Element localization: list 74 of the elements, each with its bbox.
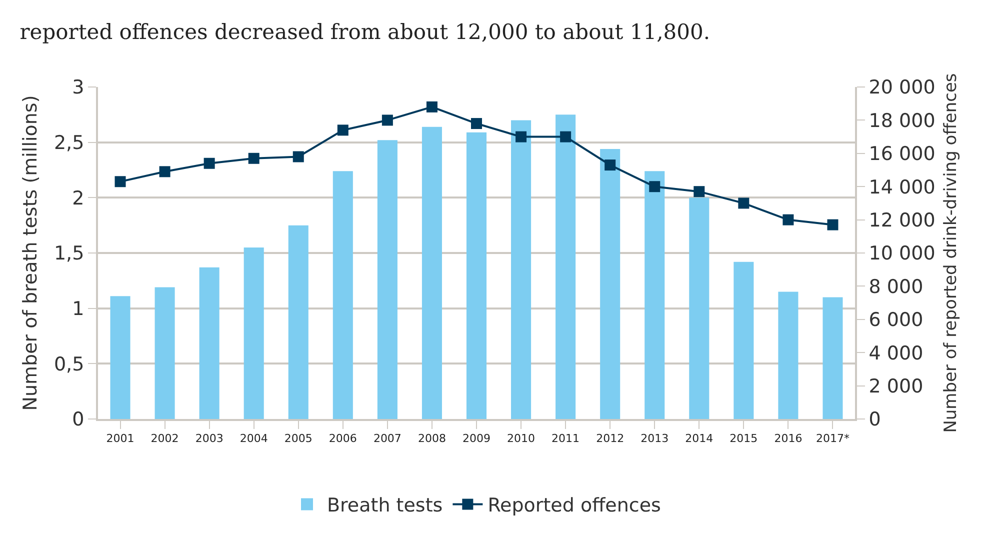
- bar: [778, 292, 798, 419]
- bar: [199, 267, 220, 419]
- x-tick-label: 2009: [462, 432, 490, 446]
- y2-tick-label: 8 000: [868, 276, 924, 298]
- x-tick-label: 2006: [328, 432, 357, 446]
- y2-tick-label: 0: [868, 408, 881, 431]
- x-tick-label: 2017*: [816, 432, 850, 446]
- bar: [244, 247, 264, 419]
- bar: [822, 297, 843, 419]
- y-tick-label: 3: [72, 76, 84, 99]
- y-tick-label: 2: [72, 187, 84, 210]
- bar: [332, 171, 353, 419]
- x-tick-label: 2003: [195, 432, 224, 446]
- y2-tick-label: 4 000: [868, 342, 924, 364]
- bar: [377, 140, 398, 419]
- y2-tick-label: 20 000: [868, 76, 936, 99]
- bar: [556, 114, 576, 419]
- y-axis-title: Number of breath tests (millions): [19, 95, 42, 411]
- bar: [600, 148, 620, 419]
- point: [292, 151, 304, 162]
- point: [782, 214, 794, 226]
- bar: [644, 171, 665, 419]
- x-tick-label: 2014: [685, 432, 714, 446]
- legend-label: Breath tests: [327, 494, 443, 517]
- bar: [466, 132, 487, 419]
- point: [827, 219, 838, 230]
- point: [248, 152, 260, 164]
- point: [694, 186, 705, 198]
- point: [604, 160, 616, 171]
- x-tick-label: 2004: [240, 432, 268, 446]
- point: [738, 198, 750, 209]
- point: [159, 166, 170, 178]
- bar: [110, 296, 130, 419]
- point: [382, 114, 393, 126]
- x-tick-label: 2016: [774, 432, 802, 446]
- y-tick-label: 0,5: [54, 353, 84, 376]
- point: [426, 101, 438, 112]
- y2-tick-label: 12 000: [868, 209, 936, 232]
- y2-tick-label: 10 000: [868, 242, 936, 265]
- y2-tick-label: 14 000: [868, 176, 936, 198]
- y2-tick-label: 2 000: [868, 375, 924, 398]
- bar: [154, 287, 175, 419]
- point: [114, 176, 126, 188]
- x-tick-label: 2008: [418, 432, 446, 446]
- x-tick-label: 2001: [106, 432, 134, 446]
- x-tick-label: 2007: [373, 432, 402, 446]
- x-tick-label: 2013: [640, 432, 669, 446]
- bar: [511, 120, 532, 419]
- legend-label: Reported offences: [488, 494, 661, 517]
- point: [649, 181, 660, 192]
- y-tick-label: 1: [72, 298, 84, 320]
- x-tick-label: 2012: [596, 432, 624, 446]
- y-tick-label: 2,5: [54, 132, 84, 154]
- x-tick-label: 2005: [284, 432, 312, 446]
- y2-tick-label: 6 000: [868, 309, 924, 332]
- point: [337, 124, 348, 136]
- y-tick-label: 1,5: [54, 242, 84, 265]
- chart-title: reported offences decreased from about 12,000 to about 11,800.: [20, 20, 710, 44]
- x-tick-label: 2002: [150, 432, 179, 446]
- bar: [689, 198, 710, 419]
- x-tick-label: 2011: [552, 432, 580, 446]
- point: [560, 131, 572, 142]
- bar: [288, 225, 308, 419]
- x-tick-label: 2010: [507, 432, 536, 446]
- y2-axis-title: Number of reported drink-driving offences: [941, 73, 962, 433]
- y2-tick-label: 18 000: [868, 110, 936, 132]
- point: [204, 158, 215, 169]
- bar: [422, 126, 442, 419]
- y2-tick-label: 16 000: [868, 143, 936, 166]
- point: [471, 118, 482, 130]
- point: [516, 131, 527, 142]
- bar: [734, 262, 754, 419]
- y-tick-label: 0: [72, 408, 84, 431]
- x-tick-label: 2015: [730, 432, 758, 446]
